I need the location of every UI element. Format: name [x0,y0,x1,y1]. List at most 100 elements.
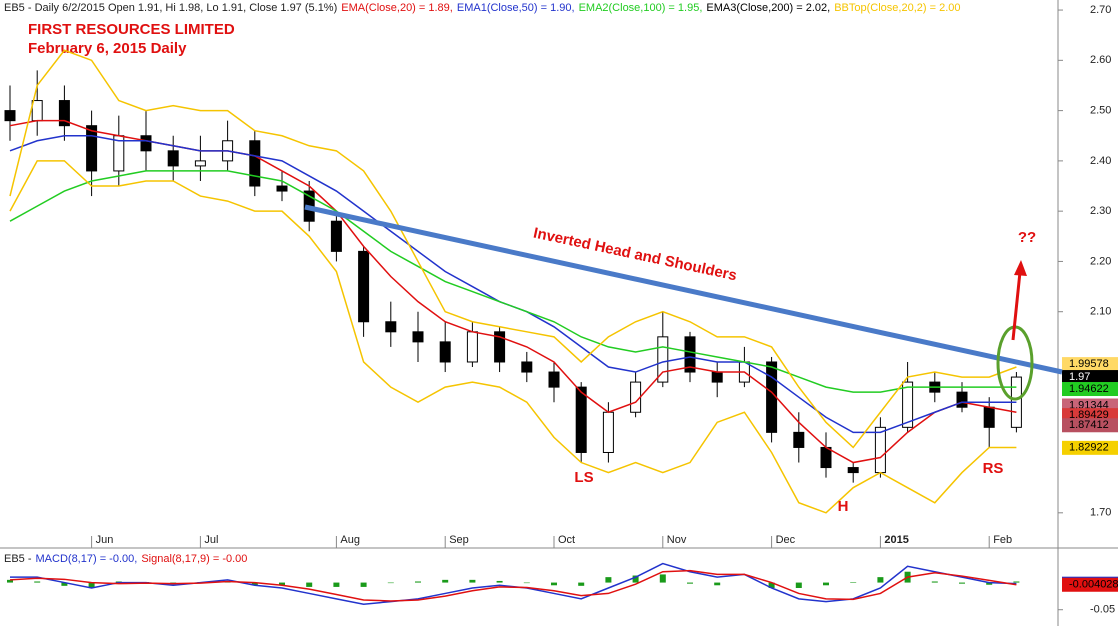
candle-body [684,336,696,373]
price-badge [1062,382,1118,397]
y-tick-label: 2.50 [1090,105,1111,117]
histogram-bar [7,579,13,583]
x-tick-label: Nov [667,534,687,546]
chart-title: FIRST RESOURCES LIMITED [28,21,235,38]
price-badge-label: 1.89429 [1069,409,1109,421]
candle-body [956,391,968,408]
series-line [9,170,1017,393]
legend-entry: BBTop(Close,20,2) = 2.00 [834,2,960,14]
price-badge-label: 1.97 [1069,371,1090,383]
histogram-bar [551,582,557,586]
price-badge [1062,440,1118,455]
legend-entry: EMA1(Close,50) = 1.90, [457,2,575,14]
macd-header: EB5 - MACD(8,17) = -0.00, Signal(8,17,9) =… [4,553,247,565]
price-badge-label: -0.004028 [1069,579,1118,591]
arrow-shaft [1011,271,1022,341]
candle-body [793,431,805,448]
series-line [9,160,1017,514]
candle-body [167,150,179,167]
trend-line [304,204,1063,375]
histogram-bar [850,582,857,583]
price-badge-label: 1.99578 [1069,358,1109,370]
histogram-bar [333,582,340,587]
y-tick-label: 2.30 [1090,205,1111,217]
x-tick-label: Sep [449,534,469,546]
candle-body [31,100,43,122]
macd-title: EB5 - [4,553,32,565]
candle-body [194,160,206,167]
legend-entry: MACD(8,17) = -0.00, [36,553,138,565]
histogram-bar [823,582,829,586]
histogram-bar [306,582,313,587]
histogram-bar [768,582,775,588]
histogram-bar [877,577,884,583]
header-line: EB5 - Daily 6/2/2015 Open 1.91, Hi 1.98,… [4,2,961,14]
histogram-bar [959,582,965,584]
candle-body [766,361,778,433]
histogram-bar [387,582,394,584]
histogram-bar [251,582,258,586]
x-tick-label: Feb [993,534,1012,546]
candle-body [330,220,342,252]
series-line [9,569,1017,602]
candle-body [657,336,669,383]
y-tick-label: -0.05 [1090,604,1115,616]
chart-subtitle: February 6, 2015 Daily [28,40,187,57]
candle-body [358,250,370,323]
candle-body [521,361,533,373]
histogram-bar [523,582,530,584]
candle-body [711,371,723,383]
head-label: H [838,498,849,515]
histogram-bar [88,582,95,588]
legend-entry: EMA2(Close,100) = 1.95, [579,2,703,14]
candle-body [902,381,914,428]
x-tick-label: Jul [204,534,218,546]
x-tick-label: Jun [96,534,114,546]
price-badge-label: 1.87412 [1069,419,1109,431]
arrow-head [1014,260,1027,276]
histogram-bar [279,582,285,586]
histogram-bar [34,581,41,583]
histogram-bar [714,582,721,586]
histogram-bar [986,582,993,585]
candle-body [820,446,832,469]
histogram-bar [578,582,585,586]
histogram-bar [605,577,612,583]
candle-body [140,135,152,152]
y-tick-label: 2.70 [1090,4,1111,16]
histogram-bar [415,581,421,583]
candle-body [4,110,16,122]
x-tick-label: Aug [340,534,360,546]
y-tick-label: 2.40 [1090,155,1111,167]
right-shoulder-label: RS [983,460,1004,477]
candle-body [249,140,261,187]
question-label: ?? [1018,229,1036,246]
candle-body [548,371,560,388]
candle-body [494,331,506,363]
candle-body [385,321,397,333]
histogram-bar [687,582,693,584]
candle-body [983,406,995,428]
histogram-bar [931,581,938,583]
candle-body [412,331,424,343]
x-tick-label: 2015 [884,534,908,546]
price-badge-label: 1.82922 [1069,442,1109,454]
candle-body [602,411,614,453]
y-tick-label: 2.10 [1090,306,1111,318]
histogram-bar [442,579,449,583]
price-badge [1062,418,1118,433]
x-tick-label: Oct [558,534,575,546]
candle-body [575,386,587,453]
y-tick-label: 2.20 [1090,255,1111,267]
candle-body [630,381,642,413]
x-tick-label: Dec [776,534,796,546]
legend-entry: EMA(Close,20) = 1.89, [341,2,453,14]
candle-body [439,341,451,363]
histogram-bar [1013,581,1020,583]
price-badge-label: 1.94622 [1069,383,1109,395]
candle-body [276,185,288,192]
price-badge [1062,357,1118,372]
candle-body [58,100,70,127]
left-shoulder-label: LS [574,469,593,486]
